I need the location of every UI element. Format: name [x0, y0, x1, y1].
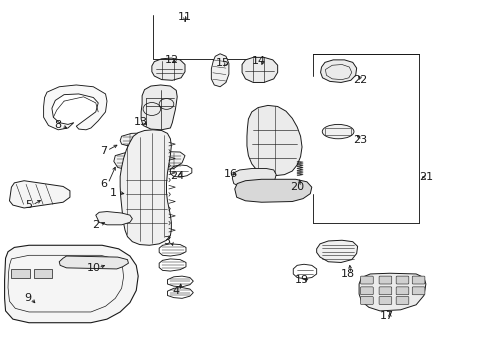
- Bar: [11, 269, 30, 278]
- Text: 15: 15: [215, 58, 229, 68]
- FancyBboxPatch shape: [378, 276, 391, 284]
- Text: 3: 3: [163, 236, 170, 246]
- Text: 18: 18: [340, 269, 354, 279]
- Polygon shape: [43, 85, 107, 130]
- Text: 16: 16: [224, 168, 237, 179]
- FancyBboxPatch shape: [395, 297, 408, 305]
- Polygon shape: [120, 130, 171, 245]
- Text: 17: 17: [379, 311, 393, 320]
- FancyBboxPatch shape: [411, 287, 424, 295]
- Polygon shape: [141, 85, 177, 130]
- Polygon shape: [9, 181, 70, 208]
- Polygon shape: [320, 60, 356, 82]
- Text: 5: 5: [25, 200, 32, 210]
- Text: 8: 8: [55, 121, 61, 130]
- FancyBboxPatch shape: [360, 297, 372, 305]
- FancyBboxPatch shape: [395, 287, 408, 295]
- Text: 24: 24: [170, 171, 184, 181]
- FancyBboxPatch shape: [378, 297, 391, 305]
- Ellipse shape: [322, 125, 353, 139]
- Polygon shape: [59, 256, 128, 269]
- Text: 23: 23: [353, 135, 367, 145]
- FancyBboxPatch shape: [360, 287, 372, 295]
- Polygon shape: [120, 133, 165, 147]
- FancyBboxPatch shape: [378, 287, 391, 295]
- Polygon shape: [358, 273, 425, 311]
- Text: 2: 2: [92, 220, 99, 230]
- Text: 22: 22: [353, 75, 367, 85]
- FancyBboxPatch shape: [360, 276, 372, 284]
- Polygon shape: [96, 212, 132, 225]
- Polygon shape: [246, 105, 302, 176]
- Text: 14: 14: [251, 56, 265, 66]
- Text: 4: 4: [172, 286, 180, 296]
- Text: 9: 9: [24, 293, 31, 303]
- Polygon shape: [234, 179, 311, 202]
- FancyBboxPatch shape: [395, 276, 408, 284]
- Text: 21: 21: [418, 172, 432, 182]
- Text: 7: 7: [101, 145, 107, 156]
- Text: 20: 20: [289, 182, 304, 192]
- Text: 1: 1: [109, 188, 116, 198]
- Text: 11: 11: [178, 12, 192, 22]
- Polygon shape: [232, 168, 276, 186]
- Polygon shape: [211, 54, 228, 87]
- Polygon shape: [4, 245, 138, 323]
- Text: 10: 10: [87, 263, 101, 273]
- Polygon shape: [316, 240, 357, 262]
- Text: 13: 13: [134, 117, 148, 127]
- Polygon shape: [152, 58, 184, 80]
- Text: 19: 19: [294, 275, 308, 285]
- Text: 12: 12: [165, 55, 179, 65]
- Polygon shape: [114, 151, 184, 171]
- Text: 6: 6: [101, 179, 107, 189]
- FancyBboxPatch shape: [411, 276, 424, 284]
- Bar: [34, 269, 52, 278]
- Polygon shape: [242, 57, 277, 82]
